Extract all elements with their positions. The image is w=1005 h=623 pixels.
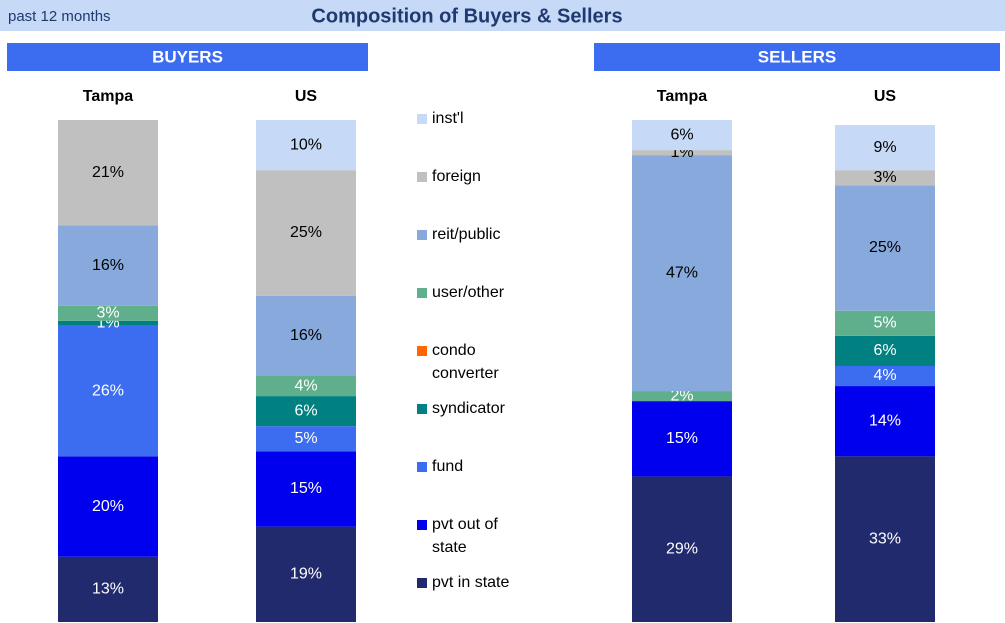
data-label: 29% (666, 540, 698, 557)
data-label: 2% (670, 387, 693, 404)
legend-label: user/other (432, 284, 505, 301)
legend-label: inst'l (432, 110, 464, 127)
bar-segment (835, 386, 935, 457)
data-label: 20% (92, 498, 124, 515)
bar-segment (632, 120, 732, 151)
legend-label: reit/public (432, 226, 500, 243)
legend-label: pvt out of state (432, 516, 498, 556)
bar-segment (256, 295, 356, 377)
data-label: 19% (290, 566, 322, 583)
data-label: 6% (670, 126, 693, 143)
data-label: 15% (290, 480, 322, 497)
bar-segment (632, 391, 732, 402)
chart-subtitle: past 12 months (8, 8, 111, 25)
bar-segment (58, 320, 158, 326)
legend-swatch (417, 288, 427, 298)
data-label: 16% (92, 257, 124, 274)
data-label: 4% (294, 377, 317, 394)
bar-segment (58, 325, 158, 457)
bar-segment (835, 456, 935, 622)
bar-segment (835, 310, 935, 336)
data-label: 10% (290, 136, 322, 153)
data-label: 14% (869, 412, 901, 429)
data-label: 21% (92, 164, 124, 181)
legend-swatch (417, 578, 427, 588)
data-label: 13% (92, 581, 124, 598)
bar-segment (58, 556, 158, 622)
x-tick-label: Tampa (657, 88, 707, 105)
bar-segment (256, 526, 356, 622)
group-band (7, 43, 368, 71)
bar-segment (256, 170, 356, 296)
x-tick-label: Tampa (83, 88, 133, 105)
bar-segment (256, 451, 356, 527)
x-tick-label: US (295, 88, 318, 105)
data-label: 6% (873, 342, 896, 359)
bar-segment (835, 185, 935, 311)
bar-segment (58, 305, 158, 321)
data-label: 3% (873, 169, 896, 186)
bar-segment (632, 155, 732, 392)
bar-segment (835, 335, 935, 366)
data-label: 3% (96, 304, 119, 321)
bar-segment (835, 170, 935, 186)
group-band (594, 43, 1000, 71)
data-label: 5% (294, 430, 317, 447)
bar-segment (632, 150, 732, 156)
bar-segment (632, 401, 732, 477)
data-label: 15% (666, 430, 698, 447)
legend-label: foreign (432, 168, 481, 185)
legend-swatch (417, 462, 427, 472)
bar-segment (58, 225, 158, 306)
bar-segment (835, 125, 935, 171)
legend-swatch (417, 346, 427, 356)
data-label: 26% (92, 382, 124, 399)
bar-segment (256, 426, 356, 452)
x-tick-label: US (874, 88, 897, 105)
data-label: 4% (873, 367, 896, 384)
bar-segment (256, 120, 356, 171)
bar-segment (835, 365, 935, 387)
group-label: BUYERS (152, 47, 223, 66)
group-label: SELLERS (758, 47, 836, 66)
data-label: 6% (294, 402, 317, 419)
chart-title: Composition of Buyers & Sellers (311, 5, 622, 27)
legend-swatch (417, 172, 427, 182)
legend-swatch (417, 404, 427, 414)
data-label: 47% (666, 264, 698, 281)
data-label: 25% (869, 239, 901, 256)
bar-segment (58, 456, 158, 557)
legend-label: condo converter (432, 342, 499, 382)
legend-label: fund (432, 458, 463, 475)
bar-segment (256, 396, 356, 427)
data-label: 9% (873, 139, 896, 156)
legend-label: pvt in state (432, 574, 509, 591)
data-label: 25% (290, 224, 322, 241)
legend-label: syndicator (432, 400, 506, 417)
header-band (0, 0, 1005, 31)
legend-swatch (417, 230, 427, 240)
data-label: 5% (873, 315, 896, 332)
data-label: 33% (869, 530, 901, 547)
data-label: 16% (290, 327, 322, 344)
bar-segment (632, 476, 732, 622)
bar-segment (58, 120, 158, 226)
bar-segment (256, 376, 356, 397)
legend-swatch (417, 114, 427, 124)
legend-swatch (417, 520, 427, 530)
